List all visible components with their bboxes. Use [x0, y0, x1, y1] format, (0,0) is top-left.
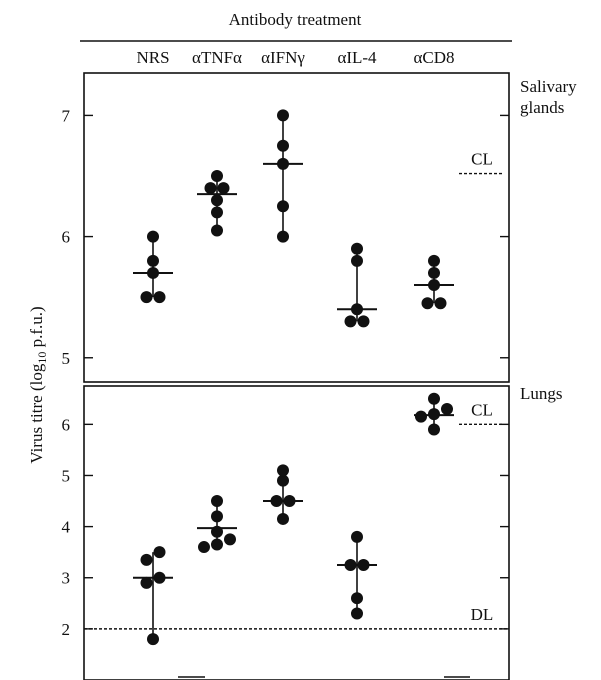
data-point-anti-ifngamma [283, 495, 296, 508]
data-point-anti-il-4 [357, 558, 370, 571]
y-tick-label: 2 [62, 620, 71, 639]
panel-frame [83, 385, 510, 680]
data-point-anti-ifngamma [277, 230, 289, 243]
category-label-anti-ifngamma: αIFNγ [261, 48, 305, 67]
data-point-anti-tnfanti [211, 538, 223, 551]
y-tick-label: 3 [62, 569, 71, 588]
data-point-anti-tnfanti [198, 541, 210, 554]
y-tick-label: 4 [62, 518, 71, 537]
data-point-anti-tnfanti [211, 510, 223, 523]
data-point-anti-il-4 [351, 607, 363, 620]
data-point-anti-ifngamma [277, 512, 289, 525]
category-label-anti-il-4: αIL-4 [337, 48, 377, 67]
data-point-anti-cd8 [428, 254, 440, 267]
data-point-anti-ifngamma [277, 109, 289, 122]
panel-label: glands [520, 98, 564, 117]
data-point-anti-tnfanti [211, 206, 223, 219]
salivary-glands-panel: Salivary glands 5 6 7 CL [62, 72, 577, 383]
data-point-anti-cd8 [434, 297, 447, 310]
y-tick-label: 5 [62, 349, 71, 368]
data-point-anti-ifngamma [277, 200, 289, 213]
data-point-anti-ifngamma [277, 139, 289, 152]
data-point-anti-il-4 [351, 242, 363, 255]
data-point-anti-cd8 [428, 408, 440, 421]
data-point-anti-tnfanti [211, 224, 223, 237]
data-point-nrs [147, 633, 159, 646]
data-point-anti-il-4 [344, 315, 357, 328]
data-point-nrs [153, 571, 166, 584]
data-point-nrs [140, 291, 153, 304]
data-point-nrs [153, 546, 166, 559]
panel-label: Salivary [520, 77, 577, 96]
reference-label-cl: CL [471, 400, 493, 419]
data-point-anti-cd8 [441, 403, 453, 416]
data-point-nrs [153, 291, 166, 304]
header-label: Antibody treatment [229, 10, 362, 29]
data-point-anti-tnfanti [211, 495, 223, 508]
category-labels: NRS αTNFα αIFNγ αIL-4 αCD8 [136, 48, 454, 67]
data-point-anti-cd8 [415, 410, 427, 423]
data-point-anti-tnfanti [204, 182, 217, 195]
y-tick-label: 7 [62, 106, 71, 125]
data-point-anti-tnfanti [211, 525, 223, 538]
data-point-anti-il-4 [351, 303, 363, 316]
data-point-anti-ifngamma [277, 464, 289, 477]
data-point-anti-il-4 [351, 530, 363, 543]
lungs-panel: Lungs 2 3 4 5 6 CL DL [62, 384, 563, 680]
y-tick-label: 6 [62, 415, 71, 434]
data-point-anti-cd8 [421, 297, 434, 310]
data-point-anti-tnfanti [211, 194, 223, 207]
panel-frame [83, 72, 510, 383]
data-point-anti-cd8 [428, 279, 440, 292]
data-point-anti-ifngamma [270, 495, 283, 508]
data-point-anti-tnfanti [224, 533, 236, 546]
data-point-nrs [140, 576, 153, 589]
data-point-anti-il-4 [351, 592, 363, 605]
y-axis-label: Virus titre (log10 p.f.u.) [27, 306, 49, 463]
data-point-anti-il-4 [351, 254, 363, 267]
y-tick-label: 5 [62, 466, 71, 485]
data-point-anti-ifngamma [277, 474, 289, 487]
data-point-anti-il-4 [357, 315, 370, 328]
data-point-anti-cd8 [428, 423, 440, 436]
data-point-anti-tnfanti [217, 182, 230, 195]
reference-label-cl: CL [471, 150, 493, 169]
data-point-nrs [147, 266, 159, 279]
category-label-anti-tnfanti: αTNFα [192, 48, 242, 67]
data-point-nrs [147, 254, 159, 267]
reference-label-dl: DL [471, 605, 494, 624]
category-label-anti-cd8: αCD8 [413, 48, 454, 67]
data-point-anti-il-4 [344, 558, 357, 571]
data-point-anti-tnfanti [211, 170, 223, 182]
category-label-nrs: NRS [136, 48, 169, 67]
panel-label: Lungs [520, 384, 563, 403]
data-point-anti-cd8 [428, 392, 440, 405]
y-tick-label: 6 [62, 228, 71, 247]
data-point-anti-cd8 [428, 266, 440, 279]
data-point-nrs [147, 230, 159, 243]
data-point-anti-ifngamma [277, 157, 289, 170]
data-point-nrs [140, 553, 153, 566]
